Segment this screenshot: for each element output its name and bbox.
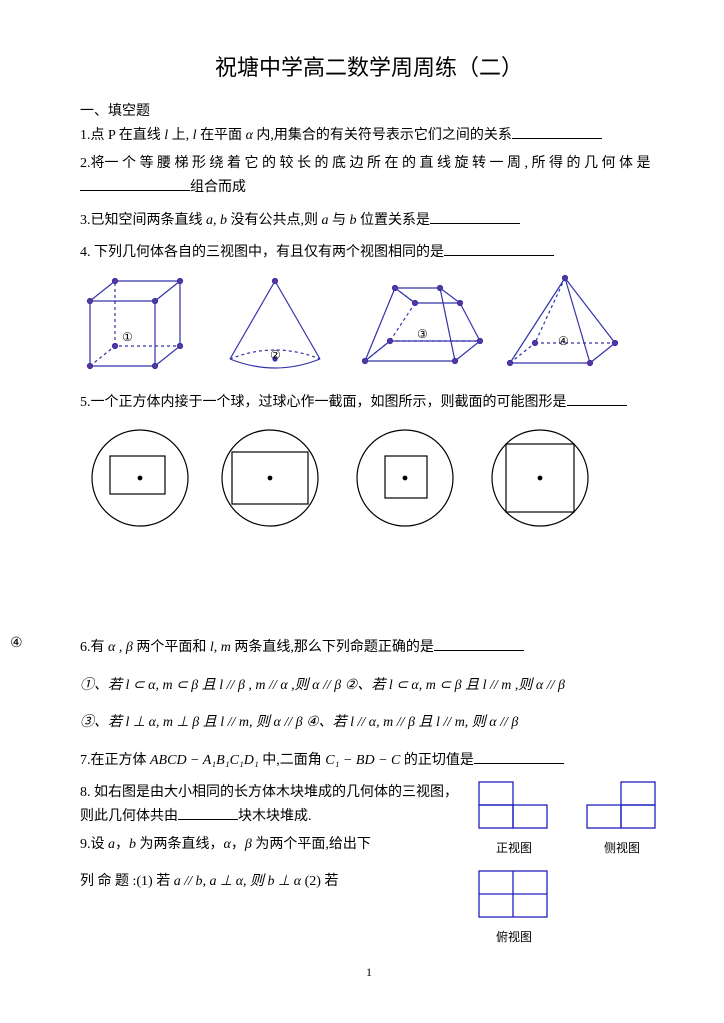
question-9: 9.设 a，b 为两条直线，α，β 为两个平面,给出下 bbox=[80, 833, 458, 857]
q2-blank bbox=[80, 176, 190, 191]
question-3: 3.已知空间两条直线 a, b 没有公共点,则 a 与 b 位置关系是 bbox=[80, 209, 658, 233]
q9-beta: β bbox=[245, 837, 252, 852]
q2-text-b: 组合而成 bbox=[190, 180, 246, 195]
q9-g: a // b, a ⊥ α, 则 b ⊥ α bbox=[174, 874, 301, 889]
q6-text-c: 两条直线,那么下列命题正确的是 bbox=[231, 640, 434, 655]
q9-alpha: α bbox=[224, 837, 231, 852]
q6-opt3-text: ③、若 l ⊥ α, m ⊥ β 且 l // m, 则 α // β ④、若 … bbox=[80, 715, 518, 730]
top-view-block: 俯视图 bbox=[478, 870, 550, 945]
top-view-svg bbox=[478, 870, 550, 920]
q9-text-f: 列 命 题 :(1) 若 bbox=[80, 874, 174, 889]
svg-text:②: ② bbox=[270, 348, 281, 362]
q3-blank bbox=[430, 209, 520, 224]
q6-ab: α , β bbox=[108, 640, 133, 655]
q4-text: 4. 下列几何体各自的三视图中，有且仅有两个视图相同的是 bbox=[80, 245, 444, 260]
q2-text-a: 2.将一 个 等 腰 梯 形 绕 着 它 的 较 长 的 底 边 所 在 的 直… bbox=[80, 156, 651, 171]
side-view-label: 侧视图 bbox=[586, 839, 658, 856]
q5-shapes-row bbox=[80, 423, 658, 538]
q6-text-a: 6.有 bbox=[80, 640, 108, 655]
question-8: 8. 如右图是由大小相同的长方体木块堆成的几何体的三视图，则此几何体共由块木块堆… bbox=[80, 781, 458, 829]
q3-text-a: 3.已知空间两条直线 bbox=[80, 213, 206, 228]
question-9-line2: 列 命 题 :(1) 若 a // b, a ⊥ α, 则 b ⊥ α (2) … bbox=[80, 870, 458, 894]
q1-text-d: 内,用集合的有关符号表示它们之间的关系 bbox=[253, 128, 512, 143]
svg-text:①: ① bbox=[122, 330, 133, 344]
q6-text-b: 两个平面和 bbox=[133, 640, 210, 655]
question-1: 1.点 P 在直线 l 上, l 在平面 α 内,用集合的有关符号表示它们之间的… bbox=[80, 124, 658, 148]
q4-shapes-svg: ① ② bbox=[80, 273, 640, 378]
three-views: 正视图 侧视图 bbox=[478, 781, 658, 945]
q6-blank bbox=[434, 636, 524, 651]
question-7: 7.在正方体 ABCD − A₁B₁C₁D₁ 中,二面角 C₁ − BD − C… bbox=[80, 749, 658, 773]
q6-option-34: ③、若 l ⊥ α, m ⊥ β 且 l // m, 则 α // β ④、若 … bbox=[80, 711, 658, 735]
front-view-label: 正视图 bbox=[478, 839, 550, 856]
q8-text-b: 块木块堆成. bbox=[238, 809, 312, 824]
q9-text-c: 为两条直线， bbox=[136, 837, 224, 852]
question-2: 2.将一 个 等 腰 梯 形 绕 着 它 的 较 长 的 底 边 所 在 的 直… bbox=[80, 152, 658, 200]
q8-blank bbox=[178, 805, 238, 820]
side-view-svg bbox=[586, 781, 658, 831]
q1-text-b: 上, bbox=[168, 128, 193, 143]
front-view-svg bbox=[478, 781, 550, 831]
q4-blank bbox=[444, 241, 554, 256]
q7-angle: C₁ − BD − C bbox=[325, 753, 400, 768]
q9-text-a: 9.设 bbox=[80, 837, 108, 852]
q7-blank bbox=[474, 749, 564, 764]
q6-lm: l, m bbox=[210, 640, 231, 655]
q9-b: b bbox=[129, 837, 136, 852]
front-view-block: 正视图 bbox=[478, 781, 550, 856]
q3-a2: a bbox=[322, 213, 329, 228]
q1-blank bbox=[512, 124, 602, 139]
q3-text-b: 没有公共点,则 bbox=[227, 213, 322, 228]
section-heading: 一、填空题 bbox=[80, 100, 658, 120]
page-title: 祝塘中学高二数学周周练（二） bbox=[80, 50, 658, 82]
q9-a: a bbox=[108, 837, 115, 852]
q5-shapes-svg bbox=[80, 423, 640, 533]
q7-text-a: 7.在正方体 bbox=[80, 753, 150, 768]
q3-b2: b bbox=[350, 213, 357, 228]
q1-text-c: 在平面 bbox=[197, 128, 246, 143]
floating-circled-4: ④ bbox=[10, 635, 23, 652]
question-4: 4. 下列几何体各自的三视图中，有且仅有两个视图相同的是 bbox=[80, 241, 658, 265]
q7-cube-label: ABCD − A₁B₁C₁D₁ bbox=[150, 753, 259, 768]
q9-text-b: ， bbox=[115, 837, 129, 852]
q1-text-a: 1.点 P 在直线 bbox=[80, 128, 164, 143]
q5-text: 5.一个正方体内接于一个球，过球心作一截面，如图所示，则截面的可能图形是 bbox=[80, 395, 567, 410]
page-number: 1 bbox=[80, 965, 658, 980]
q9-text-e: 为两个平面,给出下 bbox=[252, 837, 371, 852]
q3-text-d: 位置关系是 bbox=[357, 213, 431, 228]
side-view-block: 侧视图 bbox=[586, 781, 658, 856]
q5-blank bbox=[567, 391, 627, 406]
q7-text-b: 中,二面角 bbox=[259, 753, 326, 768]
q7-text-c: 的正切值是 bbox=[400, 753, 474, 768]
question-8-9-wrap: 8. 如右图是由大小相同的长方体木块堆成的几何体的三视图，则此几何体共由块木块堆… bbox=[80, 781, 658, 945]
svg-text:③: ③ bbox=[417, 327, 428, 341]
top-view-label: 俯视图 bbox=[478, 928, 550, 945]
q9-text-h: (2) 若 bbox=[301, 874, 338, 889]
q6-option-12: ①、若 l ⊂ α, m ⊂ β 且 l // β , m // α ,则 α … bbox=[80, 674, 658, 698]
q3-ab: a, b bbox=[206, 213, 227, 228]
q9-text-d: ， bbox=[231, 837, 245, 852]
q1-alpha: α bbox=[246, 128, 253, 143]
question-6: 6.有 α , β 两个平面和 l, m 两条直线,那么下列命题正确的是 bbox=[80, 636, 658, 660]
q4-shapes-row: ① ② bbox=[80, 273, 658, 383]
svg-text:④: ④ bbox=[558, 334, 569, 348]
q6-opt1-text: ①、若 l ⊂ α, m ⊂ β 且 l // β , m // α ,则 α … bbox=[80, 678, 565, 693]
question-5: 5.一个正方体内接于一个球，过球心作一截面，如图所示，则截面的可能图形是 bbox=[80, 391, 658, 415]
q3-text-c: 与 bbox=[329, 213, 350, 228]
